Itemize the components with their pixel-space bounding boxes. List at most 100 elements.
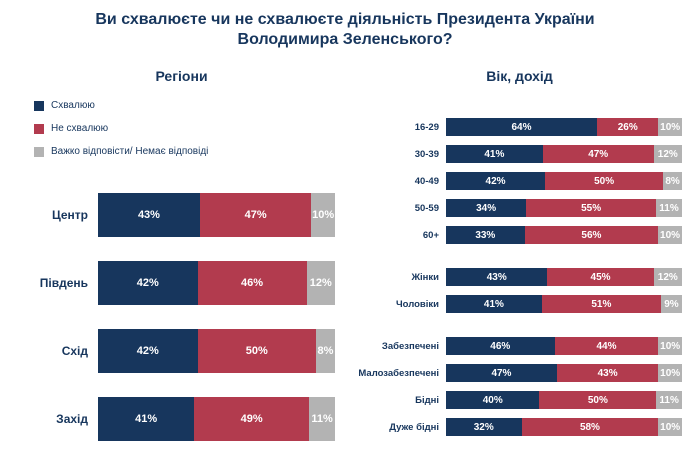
age-income-chart-title: Вік, дохід (486, 68, 553, 84)
segment-value-label: 10% (660, 121, 681, 133)
legend-item-approve: Схвалюю (34, 100, 335, 111)
bar-row: 16-29 64% 26% 10% (357, 118, 682, 136)
segment-value-label: 43% (486, 271, 507, 283)
bar-segment-disapprove: 47% (542, 145, 654, 163)
bar-segment-approve: 64% (446, 118, 598, 136)
segment-value-label: 46% (241, 277, 264, 289)
bar-segment-disapprove: 50% (539, 391, 657, 409)
bar-segment-approve: 43% (446, 268, 548, 286)
no-answer-color-swatch (34, 146, 44, 157)
stacked-bar: 64% 26% 10% (446, 118, 682, 136)
bar-segment-disapprove: 55% (526, 199, 657, 217)
legend-label-approve: Схвалюю (51, 100, 95, 111)
bar-row: 40-49 42% 50% 8% (357, 172, 682, 190)
segment-value-label: 12% (657, 148, 678, 160)
legend-item-disapprove: Не схвалюю (34, 123, 335, 134)
category-label: Жінки (411, 271, 439, 283)
bar-segment-approve: 42% (98, 261, 198, 305)
bar-segment-disapprove: 46% (197, 261, 307, 305)
stacked-bar: 42% 50% 8% (98, 329, 335, 373)
bar-segment-approve: 47% (446, 364, 557, 382)
bar-segment-no_answer: 10% (311, 193, 335, 237)
category-label: Дуже бідні (389, 421, 439, 433)
category-label: 40-49 (414, 175, 439, 187)
segment-value-label: 40% (482, 394, 503, 406)
bar-segment-approve: 32% (446, 418, 522, 436)
stacked-bar: 34% 55% 11% (446, 199, 682, 217)
bar-segment-approve: 34% (446, 199, 527, 217)
chart-panels: Регіони Схвалюю Не схвалюю Важко відпові… (0, 54, 690, 445)
segment-value-label: 10% (660, 340, 681, 352)
stacked-bar: 43% 47% 10% (98, 193, 335, 237)
bar-row: Дуже бідні 32% 58% 10% (357, 418, 682, 436)
bar-segment-approve: 33% (446, 226, 525, 244)
category-label: Центр (51, 208, 88, 222)
segment-value-label: 12% (309, 277, 332, 289)
segment-value-label: 9% (664, 298, 679, 310)
category-label: Малозабезпечені (358, 367, 439, 379)
segment-value-label: 10% (312, 209, 335, 221)
bar-row: Жінки 43% 45% 12% (357, 268, 682, 286)
bar-segment-disapprove: 43% (556, 364, 659, 382)
segment-value-label: 32% (473, 421, 494, 433)
segment-value-label: 11% (659, 202, 679, 214)
bar-row: Схід 42% 50% 8% (28, 329, 335, 373)
category-label: Схід (61, 344, 88, 358)
age-income-panel: Вік, дохід 16-29 64% 26% 10% 30-39 41% 47% 12% 4… (345, 54, 690, 445)
bar-segment-disapprove: 49% (194, 397, 310, 441)
bar-segment-approve: 42% (98, 329, 198, 373)
bar-segment-approve: 42% (446, 172, 546, 190)
bar-row: Чоловіки 41% 51% 9% (357, 295, 682, 313)
bar-group-age: 16-29 64% 26% 10% 30-39 41% 47% 12% 40-49 42% 50% 8… (357, 118, 682, 244)
bar-row: Малозабезпечені 47% 43% 10% (357, 364, 682, 382)
segment-value-label: 43% (597, 367, 618, 379)
segment-value-label: 56% (581, 229, 602, 241)
segment-value-label: 58% (579, 421, 600, 433)
category-label: Захід (56, 412, 88, 426)
stacked-bar: 41% 51% 9% (446, 295, 682, 313)
legend-label-disapprove: Не схвалюю (51, 123, 109, 134)
segment-value-label: 11% (659, 394, 679, 406)
legend-item-no-answer: Важко відповісти/ Немає відповіді (34, 146, 335, 157)
segment-value-label: 50% (245, 345, 268, 357)
bar-row: Забезпечені 46% 44% 10% (357, 337, 682, 355)
stacked-bar: 41% 47% 12% (446, 145, 682, 163)
bar-segment-disapprove: 50% (197, 329, 317, 373)
segment-value-label: 10% (660, 367, 681, 379)
segment-value-label: 8% (317, 345, 334, 357)
bar-segment-approve: 41% (446, 145, 543, 163)
category-label: Забезпечені (381, 340, 439, 352)
bar-segment-no_answer: 12% (653, 145, 682, 163)
bar-row: Бідні 40% 50% 11% (357, 391, 682, 409)
stacked-bar: 46% 44% 10% (446, 337, 682, 355)
bar-segment-no_answer: 11% (656, 199, 682, 217)
bar-segment-no_answer: 10% (658, 226, 682, 244)
stacked-bar: 33% 56% 10% (446, 226, 682, 244)
bar-segment-disapprove: 47% (199, 193, 312, 237)
bar-row: 30-39 41% 47% 12% (357, 145, 682, 163)
segment-value-label: 51% (591, 298, 612, 310)
bar-segment-no_answer: 8% (663, 172, 682, 190)
stacked-bar: 47% 43% 10% (446, 364, 682, 382)
segment-value-label: 42% (485, 175, 506, 187)
category-label: Південь (39, 276, 88, 290)
bar-segment-disapprove: 50% (545, 172, 664, 190)
bar-segment-disapprove: 45% (547, 268, 654, 286)
bar-segment-no_answer: 10% (658, 118, 682, 136)
bar-segment-approve: 41% (98, 397, 195, 441)
segment-value-label: 49% (240, 413, 263, 425)
segment-value-label: 47% (588, 148, 609, 160)
legend: Схвалюю Не схвалюю Важко відповісти/ Нем… (34, 100, 335, 157)
stacked-bar: 41% 49% 11% (98, 397, 335, 441)
segment-value-label: 10% (660, 421, 681, 433)
category-label: Бідні (415, 394, 439, 406)
bar-segment-no_answer: 10% (658, 364, 682, 382)
bar-row: Центр 43% 47% 10% (28, 193, 335, 237)
segment-value-label: 46% (490, 340, 511, 352)
segment-value-label: 41% (483, 298, 504, 310)
regions-panel: Регіони Схвалюю Не схвалюю Важко відпові… (0, 54, 345, 445)
segment-value-label: 47% (244, 209, 267, 221)
bar-row: 50-59 34% 55% 11% (357, 199, 682, 217)
bar-row: Захід 41% 49% 11% (28, 397, 335, 441)
